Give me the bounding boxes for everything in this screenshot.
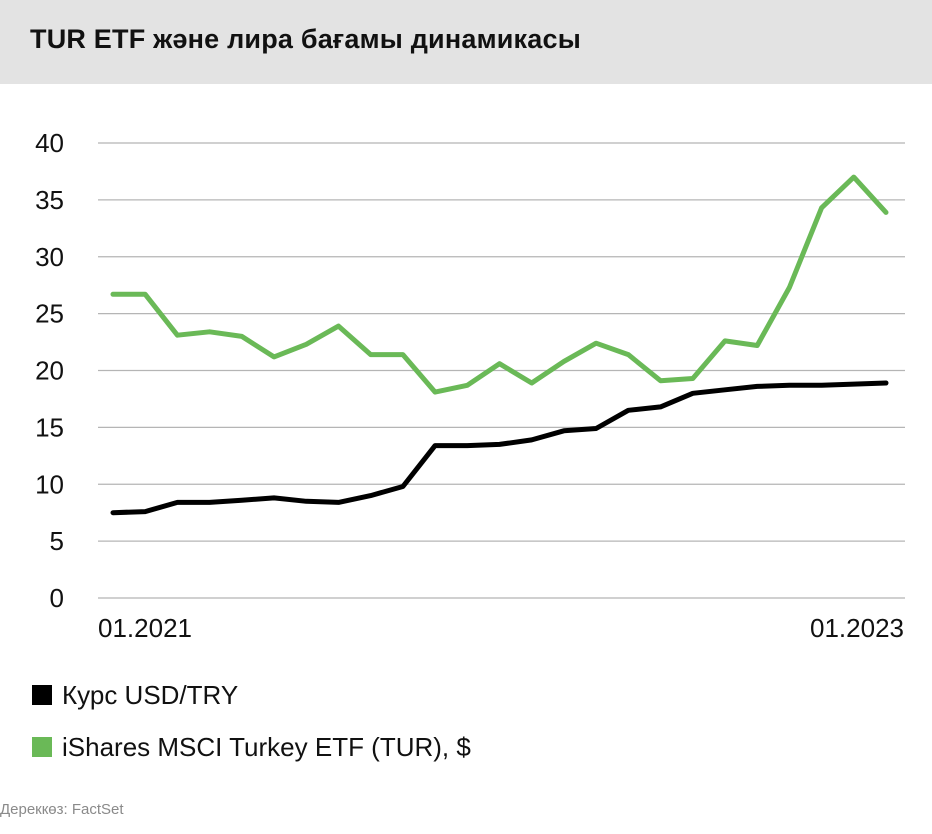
y-tick-label: 25 [35,299,64,329]
legend-swatch-tur-etf [32,737,52,757]
title-bar: TUR ETF және лира бағамы динамикасы [0,0,932,84]
y-tick-label: 40 [35,128,64,158]
series-lines [110,174,889,516]
y-tick-label: 10 [35,469,64,499]
y-tick-label: 15 [35,412,64,442]
y-tick-label: 20 [35,356,64,386]
x-tick-label: 01.2021 [98,613,192,643]
legend-swatch-usd-try [32,685,52,705]
y-tick-label: 0 [50,583,64,613]
legend-label-usd-try: Курс USD/TRY [62,679,239,710]
series-line-usd-try [110,380,889,516]
x-tick-label: 01.2023 [810,613,904,643]
series-line-tur-etf [110,174,889,395]
source-note: Дереккөз: FactSet [0,801,124,818]
x-axis-tick-labels: 01.2021 01.2023 [98,613,904,643]
legend-label-tur-etf: iShares MSCI Turkey ETF (TUR), $ [62,731,471,762]
y-tick-label: 30 [35,242,64,272]
chart-title: TUR ETF және лира бағамы динамикасы [30,24,581,54]
legend-item-tur-etf: iShares MSCI Turkey ETF (TUR), $ [32,732,471,762]
y-tick-label: 5 [50,526,64,556]
y-axis-tick-labels: 0 5 10 15 20 25 30 35 40 [35,128,64,613]
grid-lines [98,142,905,599]
y-tick-label: 35 [35,185,64,215]
line-chart: 0 5 10 15 20 25 30 35 40 01.2021 01.2023 [35,128,905,643]
legend-item-usd-try: Курс USD/TRY [32,680,238,710]
